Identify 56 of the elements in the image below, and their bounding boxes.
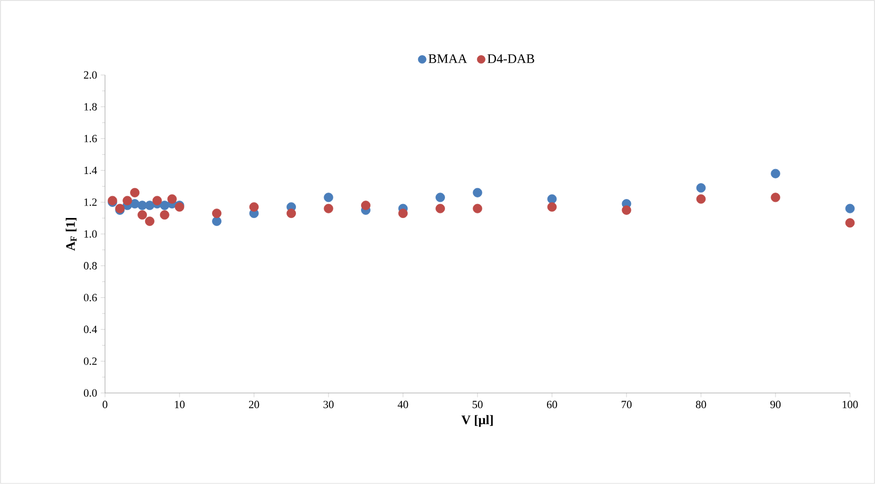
point: [122, 196, 132, 206]
point: [770, 192, 780, 202]
x-tick-label: 30: [324, 400, 334, 408]
point: [212, 208, 222, 218]
y-tick-label: 1.2: [84, 198, 97, 206]
y-tick-label: 1.6: [84, 134, 97, 142]
point: [249, 202, 259, 212]
point: [160, 210, 170, 220]
legend-label: BMAA: [428, 54, 468, 63]
point: [212, 216, 222, 226]
y-axis-title: A$_{F}$ [1]: [66, 218, 77, 251]
point: [696, 194, 706, 204]
legend-label: D4-DAB: [488, 54, 534, 63]
point: [845, 218, 855, 228]
point: [324, 192, 334, 202]
point: [361, 200, 370, 210]
y-tick-label: 2.0: [84, 71, 97, 79]
x-tick-label: 0: [102, 400, 108, 408]
x-tick-label: 60: [546, 400, 558, 408]
point: [160, 200, 170, 210]
point: [696, 183, 706, 193]
point: [845, 204, 855, 214]
point: [145, 200, 154, 210]
point: [398, 208, 408, 218]
y-tick-label: 1.4: [84, 166, 98, 174]
point: [130, 188, 140, 198]
x-axis-title: V [µl]: [461, 415, 493, 427]
point: [472, 188, 482, 198]
x-tick-label: 40: [398, 400, 408, 408]
y-tick-label: 0.4: [84, 326, 98, 334]
x-tick-label: 90: [770, 400, 781, 408]
x-tick-label: 50: [472, 400, 483, 408]
point: [436, 192, 445, 202]
point: [286, 208, 296, 218]
y-tick-label: 0.0: [84, 389, 97, 397]
x-tick-label: 80: [696, 400, 706, 408]
point: [622, 205, 632, 215]
point: [145, 216, 154, 226]
y-tick-label: 0.8: [84, 262, 97, 270]
point: [138, 210, 147, 220]
point: [547, 202, 557, 212]
point: [547, 194, 557, 204]
point: [152, 196, 162, 206]
point: [472, 204, 482, 214]
y-tick-label: 0.6: [84, 294, 97, 302]
y-tick-label: 1.0: [84, 230, 97, 238]
x-tick-label: 20: [248, 400, 260, 408]
y-tick-label: 1.8: [84, 103, 97, 111]
point: [324, 204, 334, 214]
point: [436, 204, 445, 214]
y-tick-label: 0.2: [84, 357, 97, 365]
point: [167, 194, 177, 204]
x-tick-label: 70: [622, 400, 632, 408]
x-tick-label: 100: [842, 400, 858, 408]
point: [770, 168, 780, 178]
x-tick-label: 10: [174, 400, 185, 408]
